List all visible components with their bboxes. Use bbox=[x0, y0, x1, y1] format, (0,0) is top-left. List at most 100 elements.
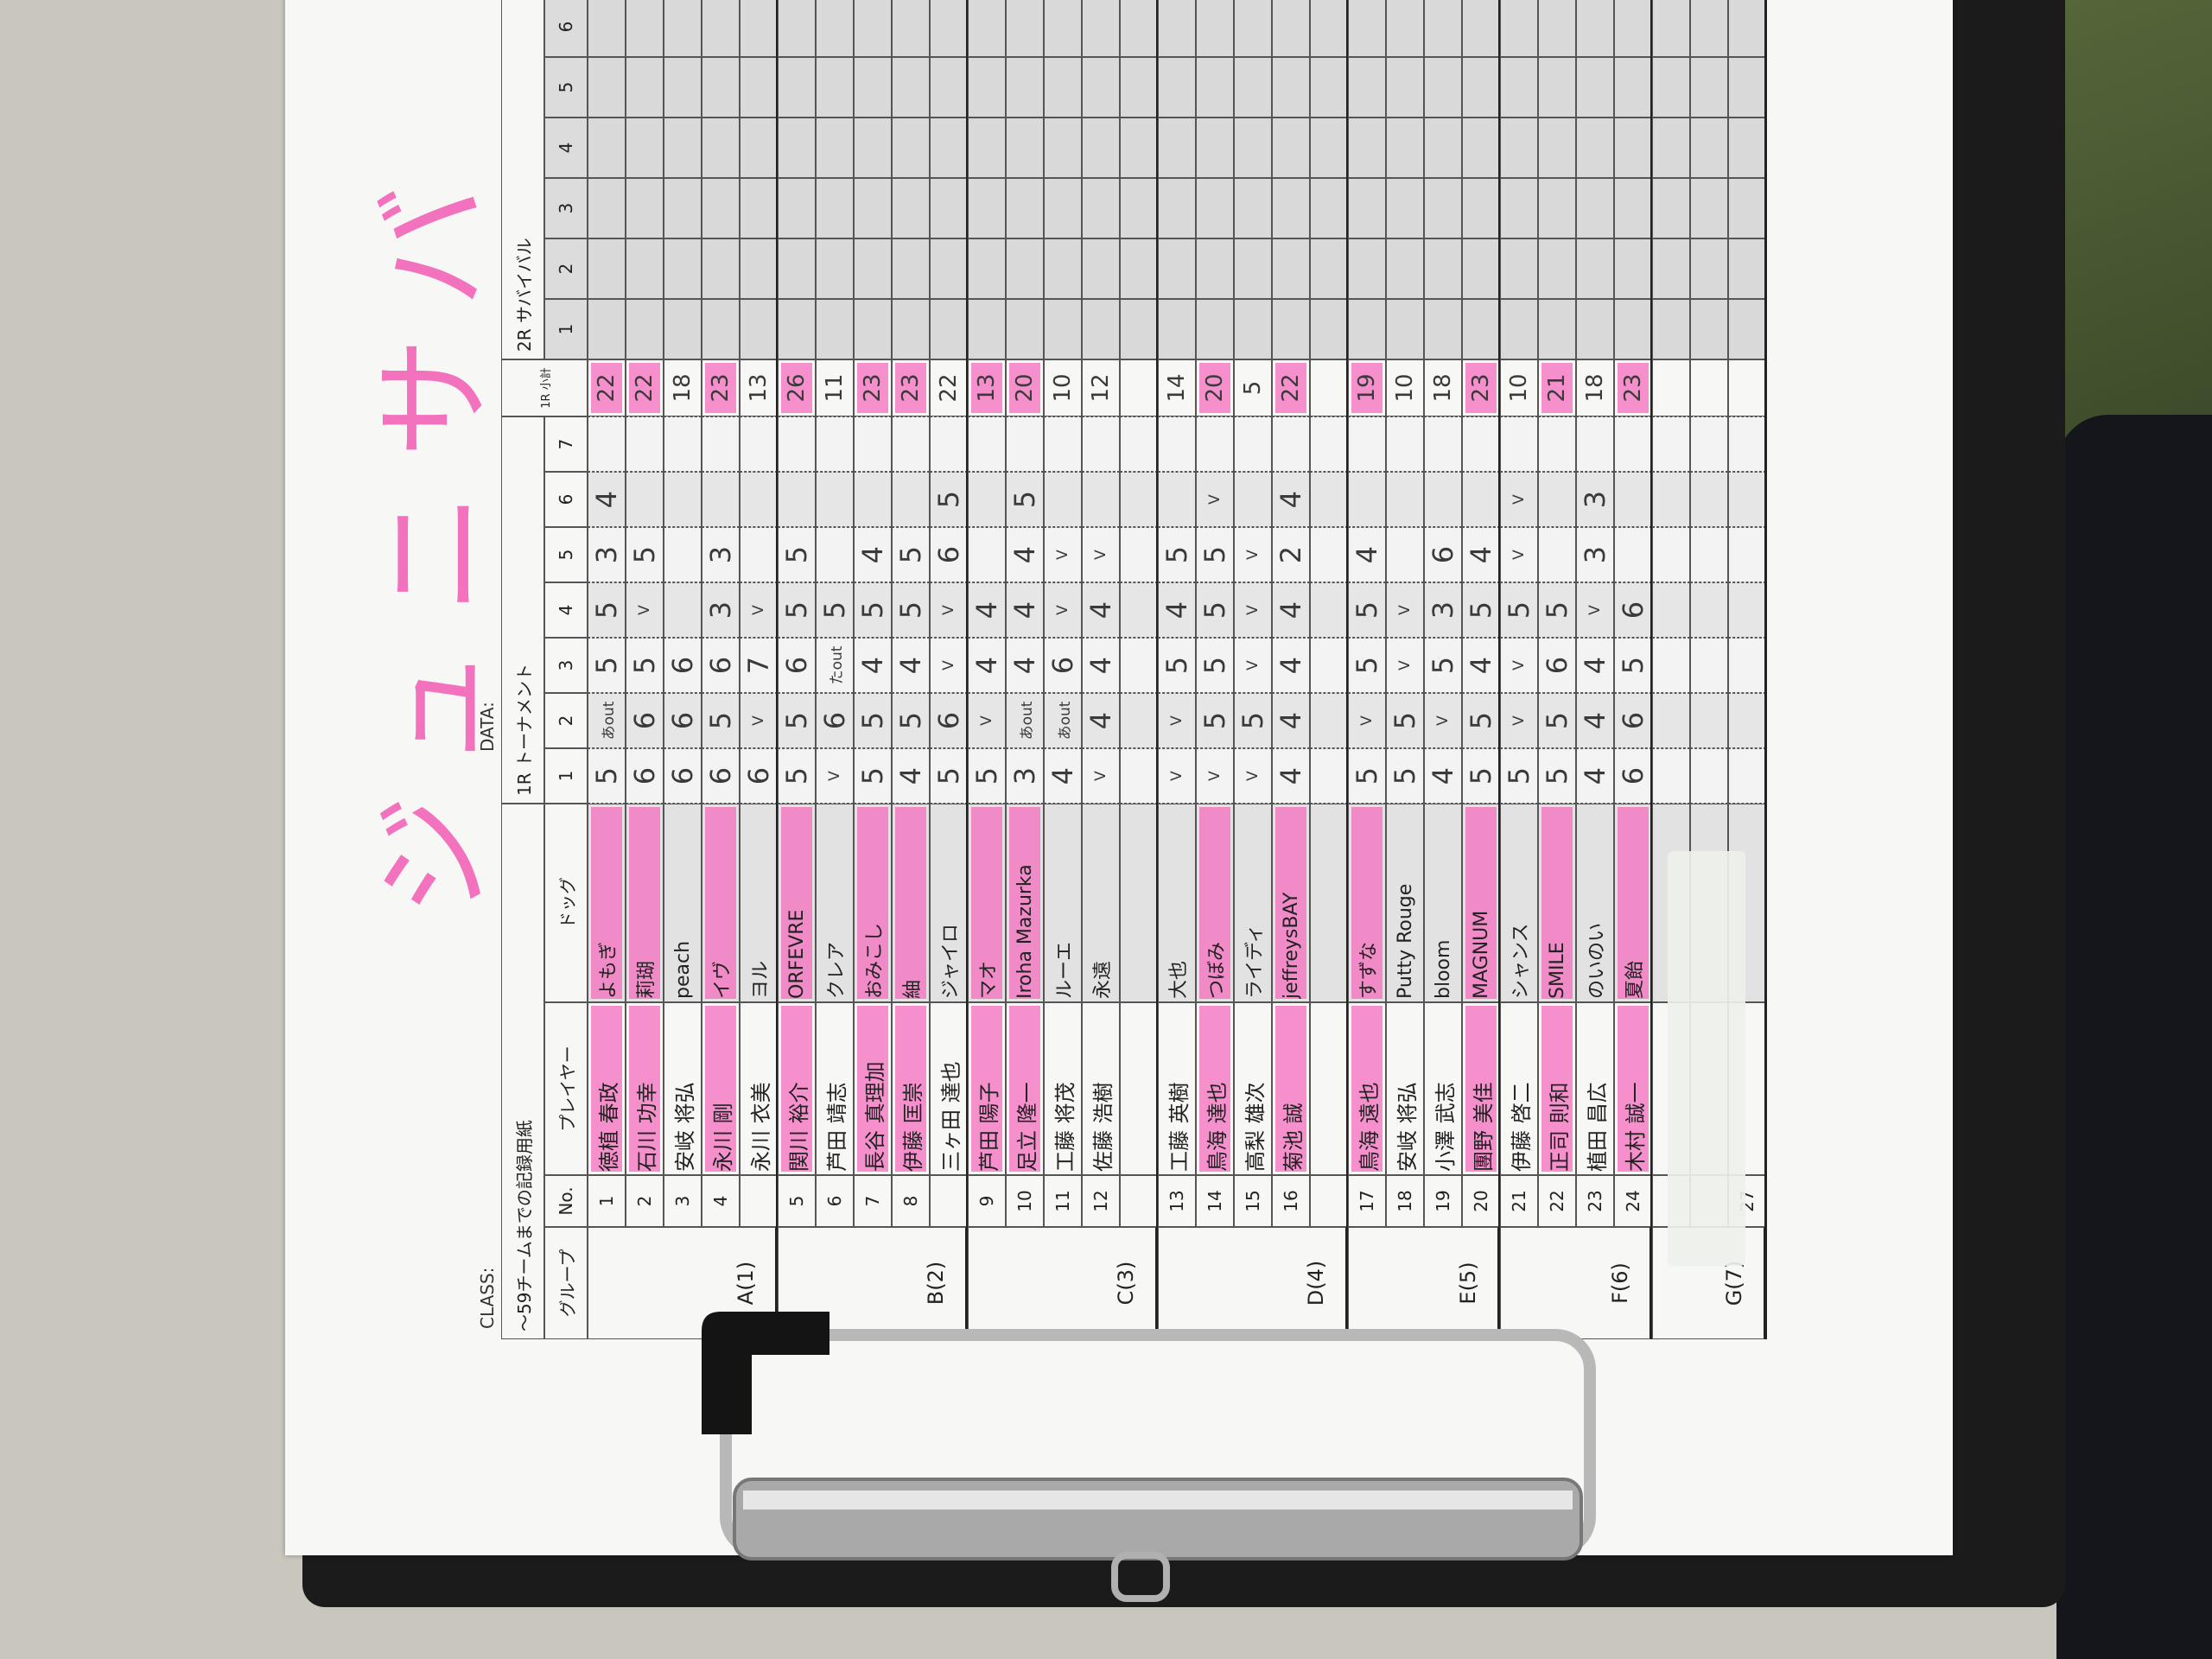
grid-cell bbox=[1424, 238, 1462, 299]
grid-cell bbox=[816, 238, 854, 299]
grid-cell bbox=[1082, 299, 1120, 359]
score: 5 bbox=[932, 490, 965, 509]
subtotal: 20 bbox=[1199, 363, 1230, 413]
grid-cell bbox=[892, 416, 930, 472]
grid-cell bbox=[1310, 472, 1348, 527]
grid-cell bbox=[1538, 472, 1576, 527]
score: 5 bbox=[1541, 711, 1573, 730]
dog-name: Putty Rouge bbox=[1394, 883, 1416, 999]
grid-cell bbox=[1500, 0, 1538, 57]
row-number: 1 bbox=[596, 1195, 617, 1207]
score: 3 bbox=[1008, 766, 1041, 785]
score: 4 bbox=[856, 656, 889, 675]
dog-name: 永遠 bbox=[1092, 960, 1114, 999]
grid-cell bbox=[1272, 57, 1310, 118]
score: V bbox=[1206, 494, 1224, 505]
grid-cell bbox=[1652, 582, 1690, 638]
score: 6 bbox=[1617, 601, 1649, 620]
score: 4 bbox=[1084, 601, 1117, 620]
score: V bbox=[1510, 550, 1528, 560]
grid-cell bbox=[1690, 804, 1728, 1002]
row-number: 16 bbox=[1281, 1190, 1301, 1212]
player-name: 徳植 春政 bbox=[591, 1006, 622, 1172]
score: V bbox=[978, 715, 995, 726]
score: 4 bbox=[590, 490, 623, 509]
grid-cell bbox=[1120, 582, 1158, 638]
grid-cell bbox=[930, 178, 968, 238]
grid-cell bbox=[1576, 416, 1614, 472]
score: あout bbox=[600, 701, 618, 741]
grid-cell bbox=[702, 472, 740, 527]
round2-number: 2 bbox=[544, 238, 588, 299]
grid-cell bbox=[1310, 804, 1348, 1002]
grid-cell bbox=[1348, 0, 1386, 57]
data-label: DATA: bbox=[477, 702, 498, 752]
grid-cell bbox=[1538, 57, 1576, 118]
grid-cell bbox=[1196, 57, 1234, 118]
score: 6 bbox=[818, 711, 851, 730]
grid-cell bbox=[1728, 748, 1766, 804]
grid-cell bbox=[664, 527, 702, 582]
grid-cell bbox=[1728, 118, 1766, 178]
score: 4 bbox=[1084, 711, 1117, 730]
grid-cell bbox=[1652, 0, 1690, 57]
score: V bbox=[1396, 660, 1414, 671]
player-name: 伊藤 啓二 bbox=[1509, 1082, 1534, 1172]
grid-cell bbox=[626, 57, 664, 118]
grid-cell bbox=[854, 178, 892, 238]
row-number: 12 bbox=[1090, 1190, 1111, 1212]
player-name: 工藤 将茂 bbox=[1052, 1082, 1077, 1172]
grid-cell bbox=[1690, 0, 1728, 57]
grid-cell bbox=[702, 238, 740, 299]
player-name: 工藤 英樹 bbox=[1166, 1082, 1192, 1172]
dog-name: すずな bbox=[1351, 807, 1382, 999]
grid-cell bbox=[1120, 118, 1158, 178]
dog-name: よもぎ bbox=[591, 807, 622, 999]
grid-cell bbox=[1120, 638, 1158, 693]
subtotal: 10 bbox=[1050, 373, 1076, 403]
grid-cell bbox=[1500, 299, 1538, 359]
score: 5 bbox=[818, 601, 851, 620]
group-label: G(7) bbox=[1652, 1227, 1766, 1339]
grid-cell bbox=[1006, 118, 1044, 178]
subtotal: 22 bbox=[629, 363, 660, 413]
dog-name: ORFEVRE bbox=[781, 807, 812, 999]
grid-cell bbox=[930, 238, 968, 299]
round2-number: 1 bbox=[544, 299, 588, 359]
dog-name: SMILE bbox=[1541, 807, 1573, 999]
grid-cell bbox=[1728, 178, 1766, 238]
grid-cell bbox=[1348, 472, 1386, 527]
score: 5 bbox=[1351, 766, 1383, 785]
grid-cell bbox=[1652, 1175, 1690, 1227]
grid-cell bbox=[1044, 57, 1082, 118]
grid-cell bbox=[778, 178, 816, 238]
grid-cell bbox=[588, 57, 626, 118]
grid-cell bbox=[816, 0, 854, 57]
grid-cell bbox=[1386, 238, 1424, 299]
grid-cell bbox=[816, 299, 854, 359]
round2-number: 3 bbox=[544, 178, 588, 238]
player-name: 鳥海 遠也 bbox=[1351, 1006, 1382, 1172]
score: 5 bbox=[1198, 545, 1231, 564]
player-name: 永川 剛 bbox=[705, 1006, 736, 1172]
grid-cell bbox=[588, 118, 626, 178]
grid-cell bbox=[740, 238, 778, 299]
grid-cell bbox=[854, 472, 892, 527]
grid-cell bbox=[1652, 359, 1690, 416]
grid-cell bbox=[1158, 118, 1196, 178]
grid-cell bbox=[1158, 57, 1196, 118]
grid-cell bbox=[1044, 178, 1082, 238]
score: 5 bbox=[1541, 601, 1573, 620]
subtotal: 18 bbox=[1582, 373, 1608, 403]
score: 4 bbox=[1274, 601, 1307, 620]
grid-cell bbox=[854, 57, 892, 118]
score: 5 bbox=[1465, 766, 1497, 785]
score: V bbox=[1092, 550, 1109, 560]
grid-cell bbox=[1690, 748, 1728, 804]
grid-cell bbox=[1500, 57, 1538, 118]
grid-cell bbox=[664, 238, 702, 299]
grid-cell bbox=[1082, 416, 1120, 472]
grid-cell bbox=[778, 238, 816, 299]
subtotal: 12 bbox=[1088, 373, 1114, 403]
grid-cell bbox=[1044, 238, 1082, 299]
